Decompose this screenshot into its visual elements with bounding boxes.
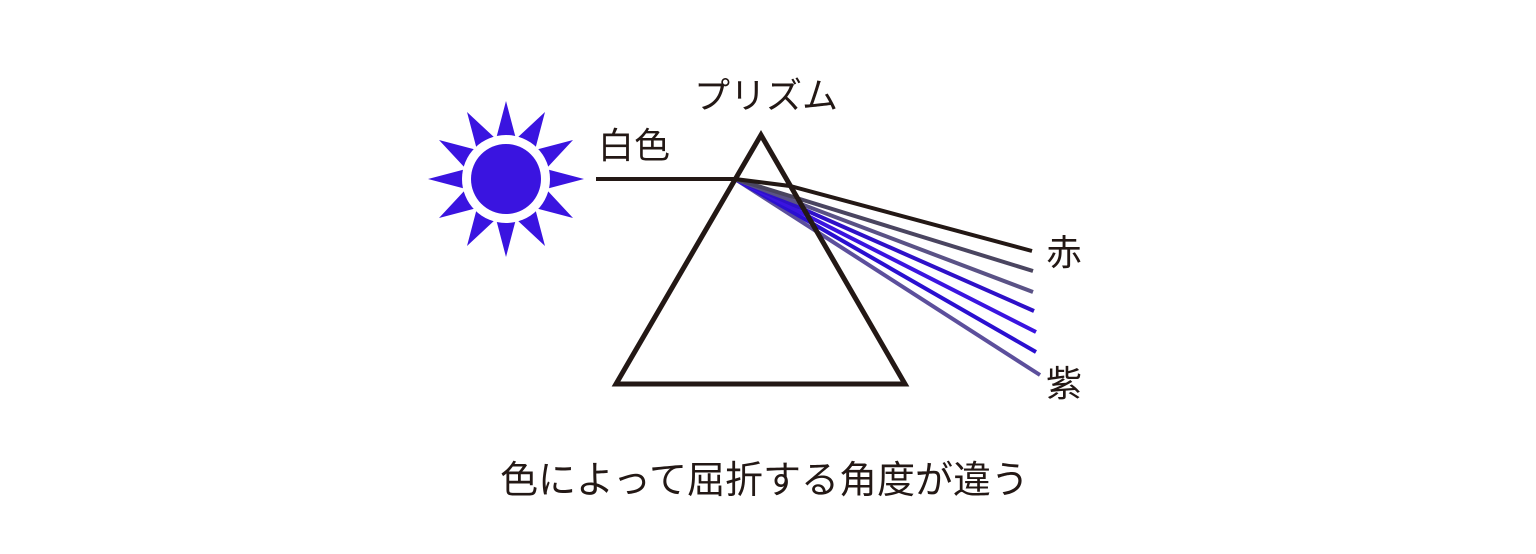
- ray-red: [734, 177, 1033, 253]
- caption-text: 色によって屈折する角度が違う: [500, 458, 1029, 502]
- ray-blue-2: [734, 177, 1035, 313]
- sun-icon: [428, 101, 584, 257]
- sun-disc: [471, 144, 541, 214]
- violet-label: 紫: [1046, 364, 1082, 405]
- ray-gray-1: [734, 177, 1034, 273]
- prism-label: プリズム: [694, 76, 838, 117]
- prism-triangle: [611, 130, 910, 387]
- red-label: 赤: [1046, 233, 1082, 274]
- white-light-label: 白色: [598, 126, 670, 167]
- ray-blue: [734, 177, 1037, 334]
- ray-gray-2: [734, 177, 1034, 294]
- ray-violet: [733, 177, 1042, 377]
- ray-indigo: [734, 177, 1037, 354]
- dispersed-rays: [733, 177, 1042, 377]
